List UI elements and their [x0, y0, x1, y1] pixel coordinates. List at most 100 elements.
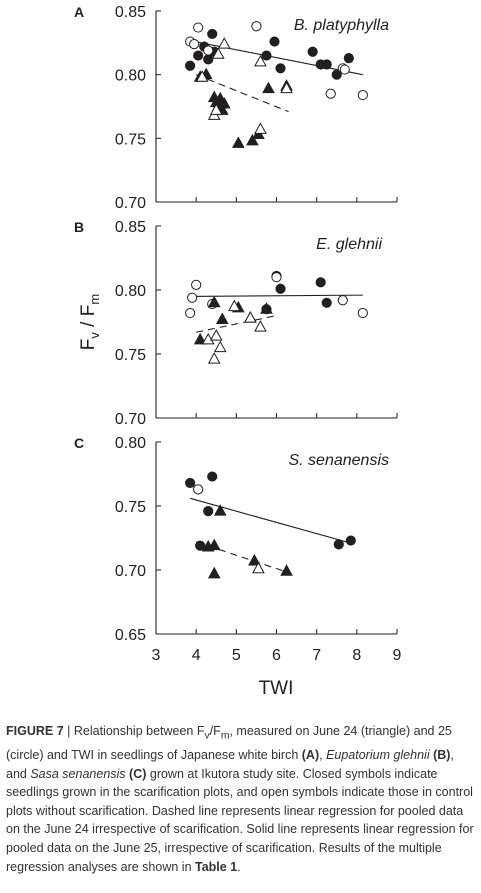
x-axis-label: TWI: [259, 678, 294, 699]
panel-letter-a: A: [74, 4, 84, 20]
filled-triangle-point: [260, 302, 273, 314]
y-tick-label: 0.65: [115, 627, 146, 644]
caption-sub-v: v: [204, 730, 210, 742]
x-tick-label: 3: [152, 647, 161, 664]
y-tick-label: 0.70: [115, 195, 146, 212]
filled-triangle-point: [248, 554, 261, 566]
open-circle-point: [325, 88, 336, 99]
filled-circle-point: [307, 46, 318, 57]
filled-triangle-point: [231, 136, 245, 148]
caption-text-2: , measured on June 24 (triangle) and 25 …: [6, 724, 452, 763]
caption-ref-a: (A): [301, 748, 320, 763]
open-triangle-point: [244, 311, 257, 323]
x-tick-label: 4: [192, 647, 201, 664]
y-tick-label: 0.80: [115, 435, 146, 452]
caption-sub-m: m: [220, 730, 230, 742]
open-circle-point: [357, 307, 368, 319]
filled-circle-point: [315, 277, 326, 288]
x-tick-label: 9: [393, 647, 402, 664]
y-tick-label: 0.75: [115, 131, 146, 148]
caption-text-7: grown at Ikutora study site. Closed symb…: [6, 766, 474, 874]
open-circle-point: [271, 272, 282, 283]
y-tick-label: 0.70: [115, 563, 146, 580]
filled-triangle-point: [246, 133, 259, 146]
open-circle-point: [193, 22, 204, 33]
open-triangle-point: [227, 299, 241, 312]
panel-c: C S. senanensis TWI 0.80 0.75 0.70 0.65 3 4 5 6…: [74, 435, 402, 699]
filled-circle-point: [193, 50, 204, 61]
open-circle-point: [193, 484, 204, 495]
filled-circle-point: [345, 535, 356, 546]
y-axis-label-sub-m: m: [87, 294, 102, 305]
open-triangle-point: [209, 103, 223, 115]
open-triangle-point: [207, 352, 221, 364]
caption-ref-b: (B): [433, 748, 451, 763]
filled-circle-point: [185, 477, 196, 489]
y-axis-label: Fv / Fm: [78, 294, 102, 350]
filled-circle-point: [207, 471, 218, 482]
y-tick-label: 0.80: [115, 283, 146, 300]
filled-circle-point: [321, 59, 332, 70]
filled-triangle-point: [262, 81, 275, 94]
filled-triangle-point: [207, 538, 221, 551]
filled-circle-point: [207, 28, 218, 40]
y-tick-label: 0.85: [115, 4, 146, 21]
figure-7: A B. platyphylla 0.85 0.80 0.75 0.70 B E. g…: [74, 4, 402, 699]
filled-triangle-point: [213, 504, 227, 516]
caption-text-3: ,: [319, 748, 327, 763]
caption-label: FIGURE 7: [6, 724, 64, 738]
x-tick-label: 7: [312, 647, 321, 664]
caption-separator: |: [63, 724, 74, 738]
open-circle-point: [251, 21, 262, 32]
y-axis-label-f: F: [78, 339, 99, 351]
caption-text-1: Relationship between F: [73, 724, 205, 738]
y-tick-label: 0.70: [115, 411, 146, 428]
panel-letter-b: B: [74, 219, 84, 235]
filled-circle-point: [269, 36, 280, 47]
panel-b: B E. glehnii 0.85 0.80 0.75 0.70: [74, 219, 398, 428]
filled-circle-point: [185, 60, 196, 71]
caption-text-mid: /F: [209, 724, 221, 738]
caption-text-8: .: [237, 859, 241, 874]
species-label-c: S. senanensis: [288, 452, 389, 469]
open-triangle-point: [254, 54, 267, 67]
filled-triangle-point: [207, 295, 221, 308]
y-tick-label: 0.75: [115, 499, 146, 516]
regression-line-june-24: [195, 74, 289, 113]
panel-a: A B. platyphylla 0.85 0.80 0.75 0.70: [74, 4, 398, 212]
open-triangle-point: [252, 561, 265, 574]
filled-triangle-point: [193, 332, 207, 345]
regression-line-june-25: [188, 39, 363, 76]
filled-circle-point: [275, 63, 286, 74]
y-axis-label-sub-v: v: [87, 332, 102, 339]
open-triangle-point: [280, 81, 293, 94]
filled-circle-point: [333, 539, 344, 550]
filled-triangle-point: [217, 96, 231, 109]
caption-text-5: , and: [6, 748, 454, 781]
x-tick-label: 5: [232, 647, 241, 664]
caption-table-ref: Table 1: [195, 859, 238, 874]
regression-line-june-24: [196, 315, 277, 333]
open-triangle-point: [254, 122, 267, 134]
species-label-b: E. glehnii: [316, 236, 382, 253]
open-triangle-point: [217, 37, 231, 49]
filled-circle-point: [321, 297, 332, 308]
figure-caption: FIGURE 7 | Relationship between Fv/Fm, m…: [6, 722, 476, 876]
y-tick-label: 0.85: [115, 219, 146, 236]
x-tick-label: 6: [272, 647, 281, 664]
filled-triangle-point: [280, 564, 293, 576]
open-circle-point: [191, 279, 202, 290]
filled-circle-point: [203, 54, 214, 65]
caption-species-c: Sasa senanensis: [30, 766, 126, 781]
open-circle-point: [189, 39, 200, 50]
open-triangle-point: [195, 70, 209, 82]
open-circle-point: [337, 295, 348, 306]
filled-circle-point: [203, 506, 214, 517]
open-circle-point: [203, 45, 214, 56]
caption-species-b: Eupatorium glehnii: [326, 748, 430, 763]
filled-circle-point: [343, 53, 354, 64]
filled-circle-point: [275, 283, 286, 294]
species-label-a: B. platyphylla: [294, 17, 389, 34]
open-circle-point: [187, 292, 198, 303]
y-axis-label-slash-f: / F: [78, 305, 99, 332]
